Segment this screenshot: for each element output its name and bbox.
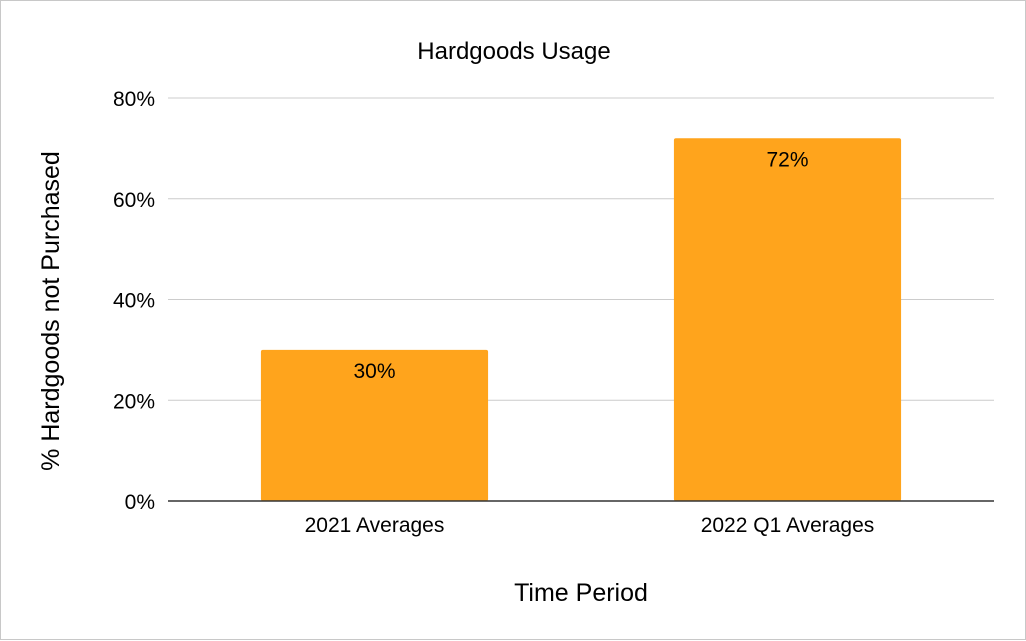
x-tick-label: 2022 Q1 Averages — [701, 514, 875, 537]
y-tick-label: 40% — [113, 290, 155, 313]
data-labels: 30% 72% — [353, 148, 808, 383]
y-axis-title: % Hardgoods not Purchased — [37, 151, 65, 471]
x-tick-label: 2021 Averages — [305, 514, 445, 537]
data-label: 30% — [353, 360, 395, 383]
y-tick-label: 0% — [125, 491, 155, 514]
x-axis-title: Time Period — [514, 579, 648, 607]
y-tick-label: 80% — [113, 88, 155, 111]
bar — [260, 349, 489, 501]
chart-title: Hardgoods Usage — [417, 38, 610, 65]
bars — [260, 138, 902, 502]
y-tick-label: 60% — [113, 189, 155, 212]
y-axis-ticks: 0% 20% 40% 60% 80% — [113, 88, 155, 514]
bar — [673, 138, 902, 502]
data-label: 72% — [766, 148, 808, 171]
x-axis-ticks: 2021 Averages 2022 Q1 Averages — [305, 514, 875, 537]
y-tick-label: 20% — [113, 390, 155, 413]
